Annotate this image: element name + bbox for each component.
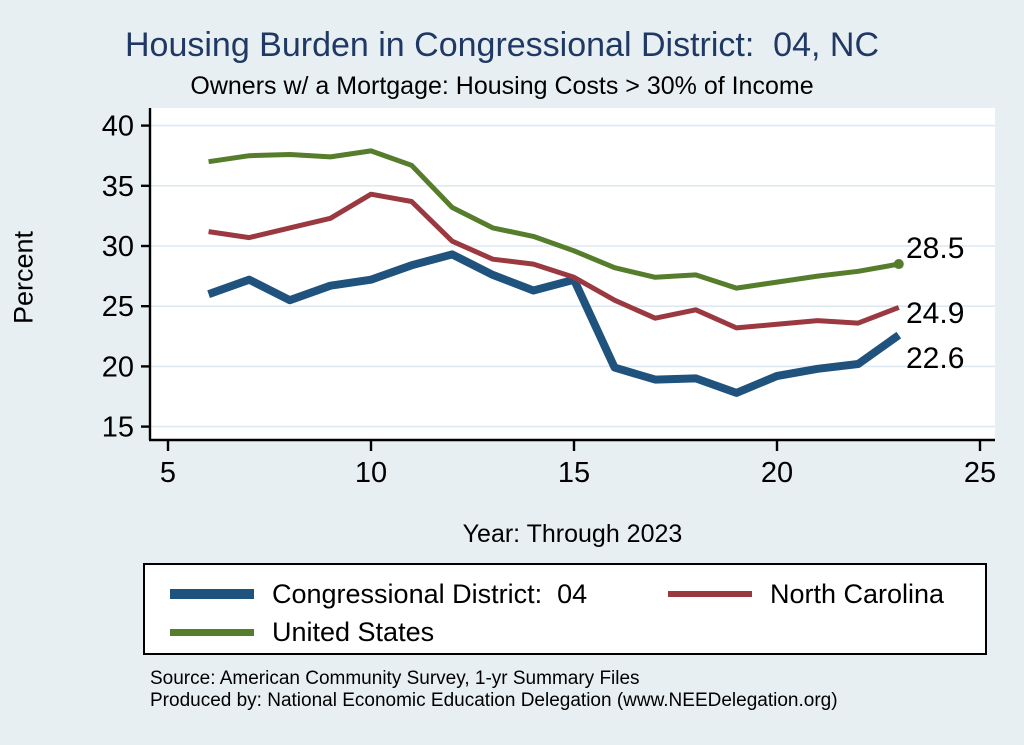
y-tick-label-25: 25 [102, 291, 134, 323]
end-value-label-1: 24.9 [906, 297, 964, 330]
produced-by-line: Produced by: National Economic Education… [150, 690, 838, 711]
legend-item-district: Congressional District: 04 [170, 577, 587, 611]
state-line-swatch [668, 591, 752, 597]
y-tick-label-30: 30 [102, 231, 134, 263]
y-tick-label-40: 40 [102, 111, 134, 143]
x-tick-label-25: 25 [964, 457, 996, 489]
y-axis-title: Percent [8, 230, 39, 325]
series-line-1 [208, 191, 900, 331]
y-tick-label-20: 20 [102, 351, 134, 383]
source-line: Source: American Community Survey, 1-yr … [150, 668, 640, 689]
legend-label-nation: United States [272, 616, 435, 647]
y-tick-label-35: 35 [102, 171, 134, 203]
legend: Congressional District: 04 North Carolin… [143, 563, 987, 655]
district-line-swatch [170, 589, 254, 599]
end-value-label-0: 28.5 [906, 232, 964, 265]
source-note: Source: American Community Survey, 1-yr … [150, 668, 838, 712]
chart-subtitle: Owners w/ a Mortgage: Housing Costs > 30… [190, 72, 814, 100]
series-line-0 [207, 250, 902, 397]
x-tick-label-15: 15 [558, 457, 590, 489]
series-end-dot-2 [893, 259, 904, 270]
legend-label-state: North Carolina [770, 578, 945, 609]
chart-title: Housing Burden in Congressional District… [124, 26, 879, 64]
legend-item-nation: United States [170, 615, 434, 649]
x-tick-label-10: 10 [355, 457, 387, 489]
x-tick-label-20: 20 [761, 457, 793, 489]
x-tick-label-5: 5 [160, 457, 176, 489]
plot-background [150, 108, 995, 440]
nation-line-swatch [170, 628, 254, 636]
end-value-label-2: 22.6 [906, 342, 964, 375]
x-axis-title: Year: Through 2023 [462, 520, 683, 548]
series-line-2 [208, 148, 900, 291]
legend-label-district: Congressional District: 04 [272, 578, 588, 609]
y-tick-label-15: 15 [102, 412, 134, 444]
legend-item-state: North Carolina [668, 577, 944, 611]
